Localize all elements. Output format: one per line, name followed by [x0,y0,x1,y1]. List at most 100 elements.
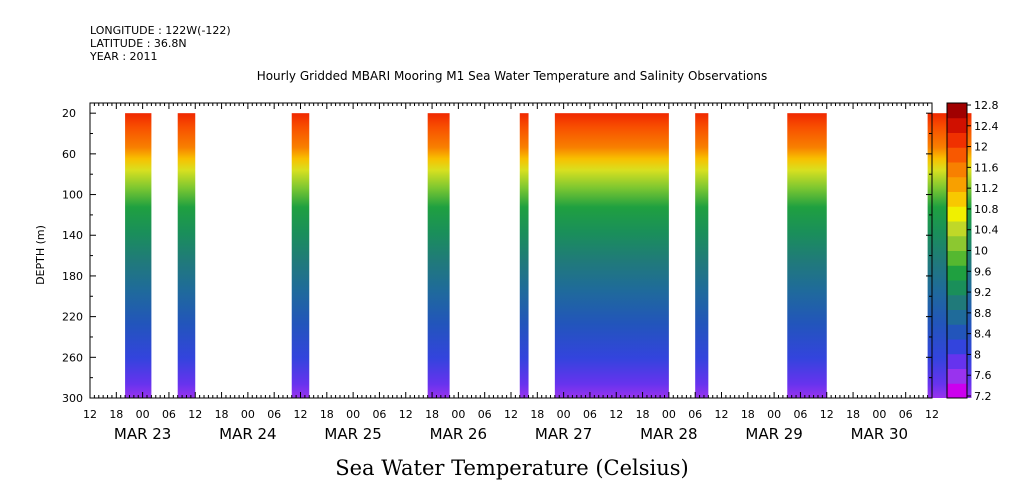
x-tick-label: 12 [609,408,623,421]
colorbar-label: 12.8 [974,99,999,112]
colorbar-swatch [947,294,967,310]
y-tick-label: 140 [62,229,83,242]
x-tick-label: 06 [583,408,597,421]
x-tick-label: 06 [793,408,807,421]
colorbar-label: 8 [974,348,981,361]
x-tick-label: 18 [636,408,650,421]
y-axis-label: DEPTH (m) [34,225,47,285]
data-column [125,113,152,398]
date-label: MAR 30 [851,425,908,443]
x-tick-label: 06 [267,408,281,421]
colorbar-swatch [947,368,967,384]
colorbar-swatch [947,117,967,133]
x-tick-label: 12 [294,408,308,421]
colorbar-swatch [947,324,967,340]
colorbar-label: 10 [974,245,988,258]
colorbar-swatch [947,250,967,266]
date-label: MAR 29 [745,425,802,443]
data-column [291,113,310,398]
colorbar-label: 7.2 [974,390,992,403]
colorbar-label: 7.6 [974,369,992,382]
x-tick-label: 06 [478,408,492,421]
x-tick-label: 12 [715,408,729,421]
x-tick-label: 12 [188,408,202,421]
data-column [695,113,709,398]
colorbar: 12.8 12.4 12 11.6 11.2 10.8 10.4 10 9.6 9.2 8.8 8.4… [946,99,999,403]
y-tick-label: 220 [62,311,83,324]
colorbar-label: 9.6 [974,265,992,278]
data-column [177,113,196,398]
colorbar-swatch [947,147,967,163]
x-tick-label: 00 [346,408,360,421]
y-tick-label: 60 [62,148,76,161]
colorbar-swatch [947,265,967,281]
colorbar-label: 10.8 [974,203,999,216]
data-column [427,113,450,398]
x-axis-title: Sea Water Temperature (Celsius) [335,456,689,480]
x-tick-label: 00 [872,408,886,421]
y-tick-label: 100 [62,189,83,202]
x-tick-label: 06 [162,408,176,421]
x-tick-label: 12 [925,408,939,421]
colorbar-label: 11.6 [974,161,999,174]
x-axis: 12 18 00 06 12 18 00 06 12 18 00 06 12 18 00 06 12 18 00 06… [83,103,939,421]
y-tick-label: 260 [62,351,83,364]
x-tick-label: 00 [767,408,781,421]
x-tick-label: 18 [425,408,439,421]
data-column [554,113,669,398]
x-tick-label: 00 [662,408,676,421]
colorbar-swatch [947,162,967,178]
date-label: MAR 27 [535,425,592,443]
x-tick-label: 18 [109,408,123,421]
data-column [787,113,827,398]
colorbar-swatch [947,103,967,119]
colorbar-label: 12 [974,141,988,154]
x-tick-label: 12 [504,408,518,421]
colorbar-label: 11.2 [974,182,999,195]
date-label: MAR 26 [430,425,487,443]
colorbar-label: 8.4 [974,328,992,341]
colorbar-swatch [947,383,967,399]
y-tick-label: 180 [62,270,83,283]
colorbar-swatch [947,235,967,251]
x-tick-label: 00 [451,408,465,421]
colorbar-swatch [947,176,967,192]
x-tick-label: 12 [399,408,413,421]
date-label: MAR 24 [219,425,276,443]
colorbar-label: 9.2 [974,286,992,299]
x-tick-label: 00 [557,408,571,421]
chart-title: Hourly Gridded MBARI Mooring M1 Sea Wate… [257,69,768,83]
colorbar-label: 8.8 [974,307,992,320]
colorbar-swatch [947,353,967,369]
colorbar-label: 10.4 [974,224,999,237]
x-tick-label: 18 [320,408,334,421]
x-tick-label: 18 [846,408,860,421]
colorbar-swatch [947,206,967,222]
colorbar-label: 12.4 [974,120,999,133]
x-tick-label: 18 [215,408,229,421]
data-column [519,113,529,398]
x-tick-label: 00 [241,408,255,421]
year-label: YEAR : 2011 [89,50,158,63]
latitude-label: LATITUDE : 36.8N [90,37,187,50]
colorbar-swatch [947,339,967,355]
y-axis: 20 60 100 140 180 220 260 300 [62,107,932,405]
colorbar-swatch [947,221,967,237]
colorbar-swatch [947,191,967,207]
plot-area [125,113,972,398]
colorbar-swatch [947,309,967,325]
date-labels: MAR 23 MAR 24 MAR 25 MAR 26 MAR 27 MAR 28 MAR … [114,425,908,443]
date-label: MAR 23 [114,425,171,443]
x-tick-label: 12 [83,408,97,421]
colorbar-swatch [947,132,967,148]
x-tick-label: 00 [136,408,150,421]
date-label: MAR 25 [324,425,381,443]
date-label: MAR 28 [640,425,697,443]
colorbar-swatch [947,280,967,296]
x-tick-label: 18 [530,408,544,421]
y-tick-label: 300 [62,392,83,405]
longitude-label: LONGITUDE : 122W(-122) [90,24,231,37]
x-tick-label: 06 [688,408,702,421]
x-tick-label: 12 [820,408,834,421]
